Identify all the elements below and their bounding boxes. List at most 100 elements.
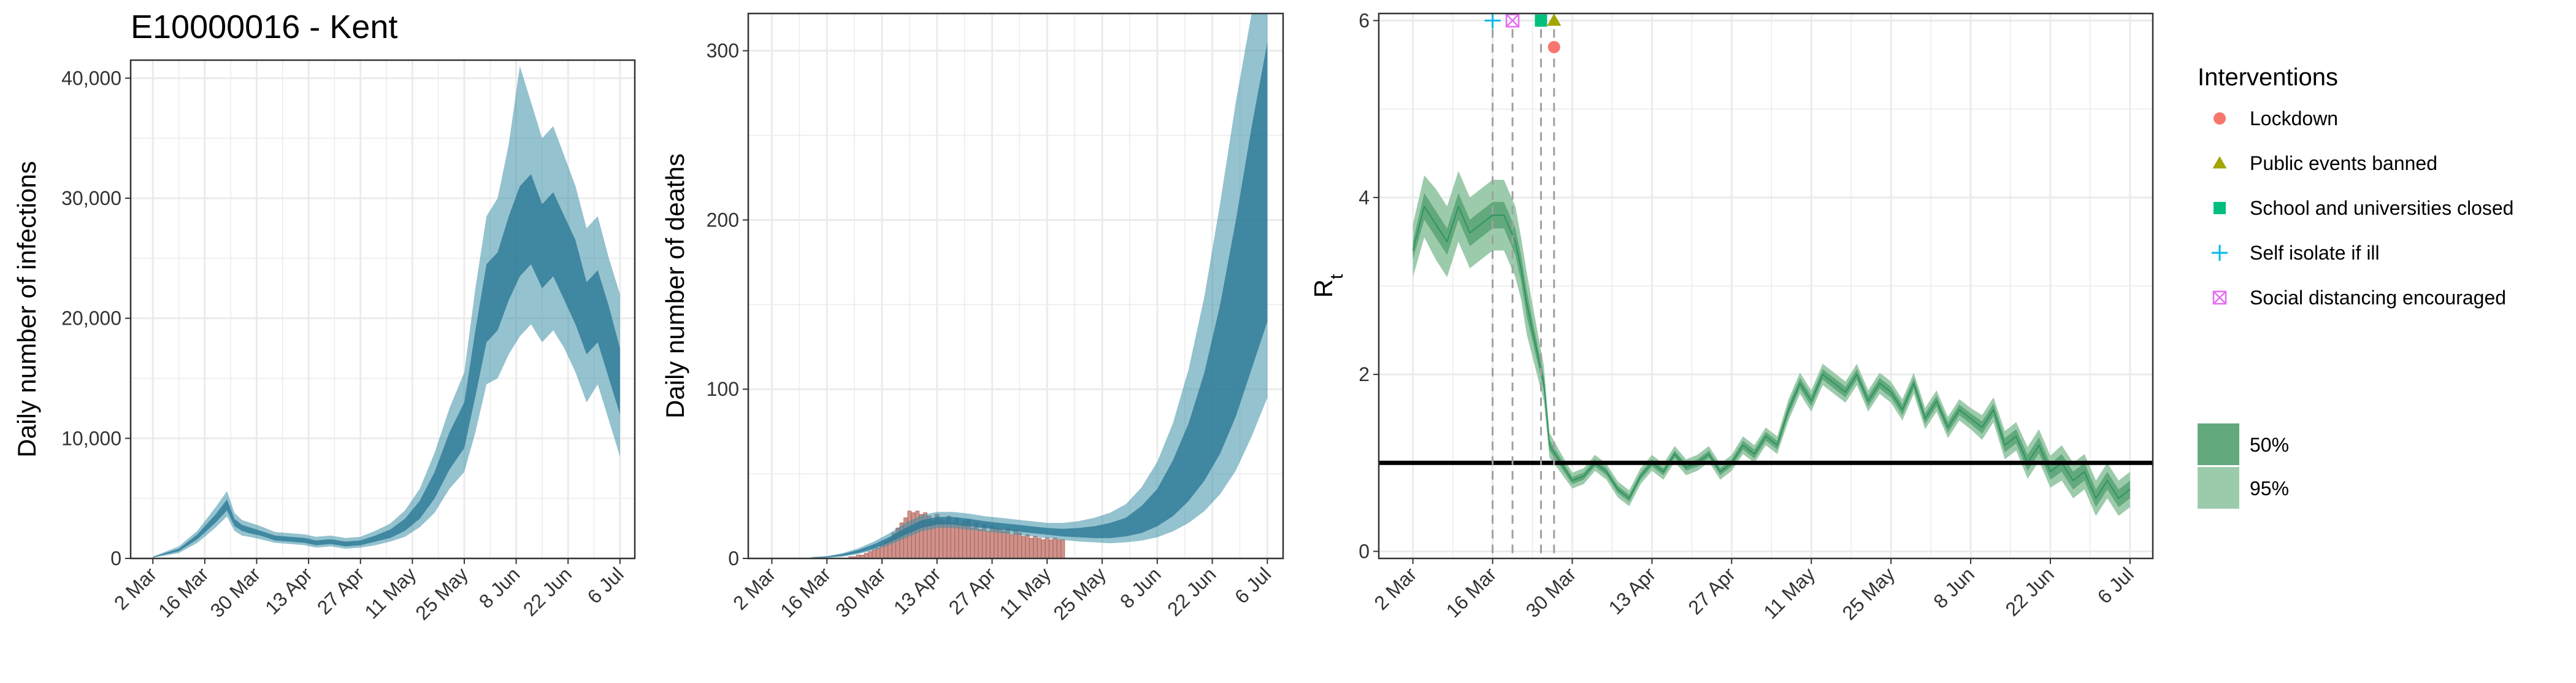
panel-border — [747, 12, 1284, 560]
death-bar — [1029, 538, 1034, 559]
x-tick-label: 11 May — [360, 563, 420, 623]
y-tick-label: 0 — [1359, 540, 1370, 562]
x-tick-label: 27 Apr — [1684, 563, 1739, 619]
y-tick-label: 0 — [110, 547, 121, 569]
x-tick-label: 22 Jun — [519, 563, 576, 620]
x-tick-label: 6 Jul — [1230, 563, 1275, 608]
x-tick-label: 30 Mar — [831, 563, 890, 622]
death-bar — [1057, 539, 1061, 559]
y-axis-label: Daily number of infections — [12, 161, 41, 457]
x-tick-label: 22 Jun — [1163, 563, 1220, 620]
chart-title: E10000016 - Kent — [131, 9, 397, 45]
rt-ci50-band — [1413, 193, 2130, 507]
x-tick-label: 30 Mar — [206, 563, 265, 622]
y-tick-label: 0 — [728, 547, 739, 569]
x-tick-label: 30 Mar — [1522, 563, 1581, 622]
legend-key — [2212, 245, 2228, 261]
y-tick-label: 300 — [707, 40, 739, 62]
death-bar — [1021, 536, 1026, 559]
x-tick-label: 16 Mar — [154, 563, 213, 622]
x-tick-label: 11 May — [995, 563, 1055, 623]
death-bar — [1010, 534, 1014, 559]
death-bar — [970, 527, 975, 559]
death-bar — [1052, 538, 1057, 559]
y-tick-label: 2 — [1359, 363, 1370, 385]
death-bar — [1037, 538, 1041, 559]
death-bar — [1002, 531, 1006, 559]
x-tick-label: 6 Jul — [583, 563, 628, 608]
ci-legend-label: 95% — [2250, 477, 2289, 500]
rt-ci95-band — [1413, 171, 2130, 516]
intervention-marker — [1547, 14, 1562, 26]
ci-legend: 50% 95% — [2198, 423, 2289, 509]
rt-panel: 0 2 4 6 2 Mar 16 Mar 30 Mar 13 Apr 27 Apr 11 May 2… — [1309, 10, 2154, 624]
legend-label: Self isolate if ill — [2250, 242, 2380, 264]
legend-key — [2212, 290, 2227, 305]
x-tick-label: 8 Jun — [1929, 563, 1979, 612]
legend-key — [2214, 112, 2226, 125]
x-tick-label: 8 Jun — [1116, 563, 1165, 612]
x-tick-label: 16 Mar — [776, 563, 835, 622]
death-bar — [978, 529, 983, 559]
x-tick-label: 22 Jun — [2001, 563, 2058, 620]
y-tick-label: 6 — [1359, 10, 1370, 32]
legend-label: School and universities closed — [2250, 197, 2513, 219]
legend-key — [2214, 202, 2226, 214]
death-bar — [876, 547, 880, 559]
x-tick-label: 2 Mar — [729, 563, 780, 614]
y-tick-label: 30,000 — [61, 187, 121, 209]
y-tick-label: 10,000 — [61, 427, 121, 449]
x-tick-label: 16 Mar — [1442, 563, 1501, 622]
death-bar — [958, 524, 963, 559]
x-tick-label: 25 May — [411, 563, 472, 624]
interventions-legend: Interventions Lockdown Public events bann… — [2198, 64, 2513, 509]
y-tick-label: 40,000 — [61, 67, 121, 89]
rt-median-line — [1412, 206, 2131, 499]
death-bar — [997, 529, 1002, 559]
x-tick-label: 27 Apr — [945, 563, 1000, 619]
legend-label: Public events banned — [2250, 152, 2437, 174]
death-bar — [1045, 538, 1049, 559]
death-bar — [1025, 534, 1030, 559]
death-bar — [868, 551, 873, 559]
x-tick-label: 8 Jun — [475, 563, 524, 612]
ci-legend-swatch — [2198, 423, 2239, 465]
x-tick-label: 11 May — [1759, 563, 1819, 623]
infections-ci95-band — [153, 66, 620, 558]
y-axis-label: Rt — [1309, 274, 1347, 298]
death-bar — [1060, 539, 1065, 559]
death-bar — [1049, 539, 1054, 559]
death-bar — [986, 531, 991, 559]
ci-legend-label: 50% — [2250, 434, 2289, 456]
panel-border — [129, 59, 636, 560]
x-tick-label: 13 Apr — [261, 563, 316, 619]
boxx-box — [1505, 14, 1520, 28]
legend-items: Lockdown Public events banned School and u… — [2212, 107, 2513, 309]
death-bar — [1018, 533, 1022, 559]
x-tick-label: 27 Apr — [313, 563, 369, 619]
legend-label: Social distancing encouraged — [2250, 287, 2506, 309]
intervention-marker — [1505, 14, 1520, 28]
intervention-marker — [1547, 41, 1560, 53]
legend-key — [2212, 156, 2227, 169]
boxx-diag — [1506, 14, 1519, 28]
legend-title: Interventions — [2198, 64, 2338, 91]
y-tick-label: 100 — [707, 378, 739, 400]
intervention-marker — [1484, 12, 1501, 29]
y-tick-label: 200 — [707, 209, 739, 231]
x-tick-label: 6 Jul — [2093, 563, 2138, 608]
x-tick-label: 13 Apr — [889, 563, 945, 619]
panel-border — [1378, 12, 2154, 560]
x-tick-label: 2 Mar — [1370, 563, 1421, 614]
ci-legend-swatch — [2198, 467, 2239, 509]
y-axis-label: Daily number of deaths — [661, 153, 689, 419]
y-tick-label: 20,000 — [61, 307, 121, 330]
x-tick-label: 25 May — [1838, 563, 1899, 624]
x-tick-label: 25 May — [1049, 563, 1110, 624]
death-bar — [951, 522, 955, 559]
y-tick-label: 4 — [1359, 187, 1370, 209]
death-bar — [872, 549, 876, 559]
